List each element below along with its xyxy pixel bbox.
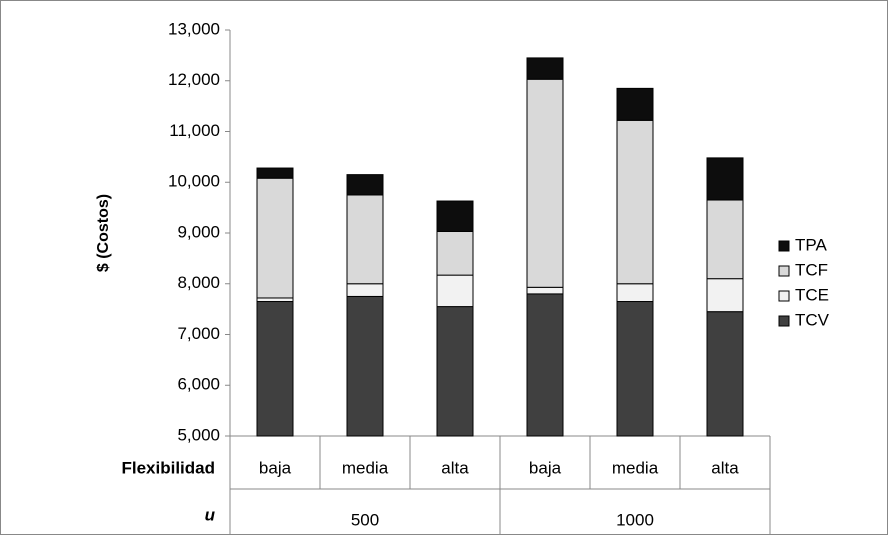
- bar-segment: [436, 274, 474, 308]
- y-tick-label: 9,000: [177, 222, 220, 241]
- bar-segment: [706, 278, 744, 313]
- bar-segment: [256, 297, 294, 303]
- bar-segment: [526, 78, 564, 288]
- x-tick-label: media: [612, 458, 659, 477]
- x-tick-label: baja: [259, 458, 292, 477]
- bar-segment: [616, 87, 654, 121]
- bar-segment: [616, 301, 654, 437]
- bar-segment: [256, 301, 294, 437]
- y-tick-label: 7,000: [177, 324, 220, 343]
- bar-segment: [346, 295, 384, 437]
- legend-label: TPA: [795, 235, 827, 254]
- bar-segment: [346, 194, 384, 285]
- legend-label: TCF: [795, 260, 828, 279]
- y-tick-label: 12,000: [168, 70, 220, 89]
- y-tick-label: 8,000: [177, 273, 220, 292]
- legend-swatch: [778, 315, 790, 327]
- bar-segment: [436, 306, 474, 437]
- legend-swatch: [778, 265, 790, 277]
- bar-segment: [526, 286, 564, 295]
- row-label: u: [205, 505, 216, 524]
- bar-segment: [436, 200, 474, 232]
- y-tick-label: 10,000: [168, 172, 220, 191]
- y-tick-label: 5,000: [177, 425, 220, 444]
- bar-segment: [346, 283, 384, 297]
- group-label: 500: [351, 510, 379, 529]
- x-tick-label: alta: [711, 458, 739, 477]
- bar-segment: [526, 293, 564, 437]
- x-tick-label: baja: [529, 458, 562, 477]
- x-tick-label: alta: [441, 458, 469, 477]
- bar-segment: [706, 157, 744, 201]
- bar-segment: [706, 311, 744, 437]
- bar-segment: [616, 283, 654, 303]
- bar-segment: [706, 199, 744, 280]
- legend-swatch: [778, 290, 790, 302]
- bar-segment: [436, 230, 474, 276]
- x-tick-label: media: [342, 458, 389, 477]
- y-tick-label: 13,000: [168, 19, 220, 38]
- y-tick-label: 11,000: [169, 121, 220, 140]
- row-label: Flexibilidad: [121, 458, 215, 477]
- bar-segment: [616, 119, 654, 285]
- bar-segment: [526, 57, 564, 80]
- legend-label: TCV: [795, 310, 830, 329]
- y-tick-label: 6,000: [177, 375, 220, 394]
- bar-segment: [256, 167, 294, 179]
- legend-label: TCE: [795, 285, 829, 304]
- bar-segment: [256, 177, 294, 299]
- y-axis-label: $ (Costos): [95, 194, 112, 272]
- group-label: 1000: [616, 510, 654, 529]
- bar-segment: [346, 174, 384, 196]
- legend-swatch: [778, 240, 790, 252]
